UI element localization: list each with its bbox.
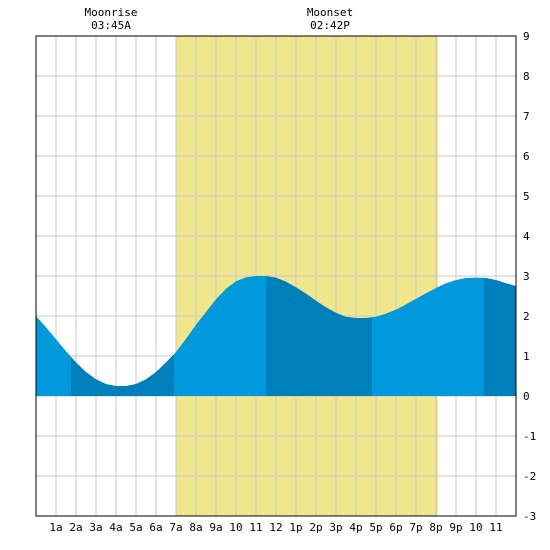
y-tick-label: 2 xyxy=(523,310,530,323)
moonset-time: 02:42P xyxy=(310,19,350,32)
x-tick-label: 9p xyxy=(449,521,462,534)
x-tick-label: 10 xyxy=(229,521,242,534)
x-tick-label: 6p xyxy=(389,521,402,534)
x-tick-label: 8a xyxy=(189,521,202,534)
x-tick-label: 8p xyxy=(429,521,442,534)
y-tick-label: 1 xyxy=(523,350,530,363)
moonrise-label: Moonrise xyxy=(85,6,138,19)
tide-band xyxy=(266,276,372,396)
x-tick-label: 9a xyxy=(209,521,222,534)
x-tick-label: 4p xyxy=(349,521,362,534)
x-tick-label: 2a xyxy=(69,521,82,534)
x-tick-label: 3p xyxy=(329,521,342,534)
plot-frame xyxy=(35,35,517,517)
tide-band xyxy=(36,316,71,396)
x-tick-label: 11 xyxy=(249,521,262,534)
x-tick-label: 7a xyxy=(169,521,182,534)
y-tick-label: 4 xyxy=(523,230,530,243)
y-tick-label: -1 xyxy=(523,430,536,443)
y-tick-label: 8 xyxy=(523,70,530,83)
y-tick-label: 5 xyxy=(523,190,530,203)
y-tick-label: 7 xyxy=(523,110,530,123)
x-tick-label: 1a xyxy=(49,521,62,534)
x-tick-label: 6a xyxy=(149,521,162,534)
tide-band xyxy=(372,277,484,396)
x-tick-label: 7p xyxy=(409,521,422,534)
y-tick-label: -3 xyxy=(523,510,536,523)
x-tick-label: 5a xyxy=(129,521,142,534)
x-tick-label: 4a xyxy=(109,521,122,534)
x-tick-label: 2p xyxy=(309,521,322,534)
x-tick-label: 11 xyxy=(489,521,502,534)
x-tick-label: 12 xyxy=(269,521,282,534)
y-tick-label: 0 xyxy=(523,390,530,403)
moonrise-time: 03:45A xyxy=(91,19,131,32)
tide-band xyxy=(71,354,174,396)
tide-band xyxy=(484,277,516,396)
moonset-label: Moonset xyxy=(307,6,353,19)
x-tick-label: 3a xyxy=(89,521,102,534)
y-tick-label: 9 xyxy=(523,30,530,43)
y-tick-label: 3 xyxy=(523,270,530,283)
x-tick-label: 10 xyxy=(469,521,482,534)
x-tick-label: 1p xyxy=(289,521,302,534)
tide-band xyxy=(174,276,266,396)
y-tick-label: -2 xyxy=(523,470,536,483)
x-tick-label: 5p xyxy=(369,521,382,534)
y-tick-label: 6 xyxy=(523,150,530,163)
